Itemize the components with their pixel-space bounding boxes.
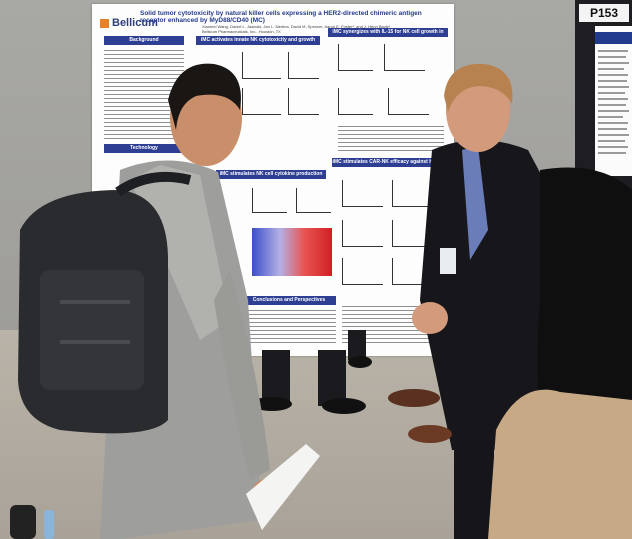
neighbor-poster-header (595, 32, 632, 44)
poster-title: Solid tumor cytotoxicity by natural kill… (140, 10, 422, 24)
figure-caption (338, 124, 444, 154)
graph (342, 180, 383, 207)
neighbor-poster (595, 26, 632, 176)
graph (242, 52, 281, 79)
graph (392, 180, 433, 207)
board-number-tag: P153 (579, 4, 629, 22)
graph (252, 188, 287, 213)
conclusions-text (242, 308, 336, 344)
section-imc-cytotoxicity: iMC activates innate NK cytotoxicity and… (196, 36, 320, 45)
section-technology: Technology (104, 144, 184, 153)
section-conclusions: Conclusions and Perspectives (242, 296, 336, 305)
section-background: Background (104, 36, 184, 45)
graph (342, 258, 383, 285)
graph (288, 52, 319, 79)
foreground-woman-coat (488, 389, 632, 539)
logo-mark-icon (100, 19, 109, 28)
graph (388, 88, 429, 115)
graph (338, 44, 373, 71)
affiliation: Bellicum Pharmaceuticals, Inc., Houston,… (202, 29, 281, 34)
graph (342, 220, 383, 247)
bellicum-logo: Bellicum (96, 14, 158, 32)
graph (296, 188, 331, 213)
neighbor-poster-board: P153 (575, 0, 632, 190)
background-person-legs (262, 350, 290, 402)
author-list: Xiaomei Wang, Daniel L. Jasinski, Jan L.… (202, 24, 391, 29)
graph (384, 44, 425, 71)
logo-wordmark: Bellicum (112, 17, 158, 29)
section-imc-cytokine: iMC stimulates NK cell cytokine producti… (216, 170, 326, 179)
section-car-nk-efficacy: iMC stimulates CAR-NK efficacy against H… (332, 158, 446, 174)
papers-in-hand (246, 444, 320, 530)
cytokine-heatmap (252, 228, 332, 276)
name-badge (440, 248, 456, 274)
section-imc-il15: iMC synergizes with IL-15 for NK cell gr… (328, 28, 448, 44)
graph (288, 88, 319, 115)
graph (392, 258, 433, 285)
graph (242, 88, 281, 115)
graph (338, 88, 373, 115)
graph (392, 220, 433, 247)
poster-authors: Xiaomei Wang, Daniel L. Jasinski, Jan L.… (202, 24, 432, 34)
presenter (420, 140, 560, 450)
